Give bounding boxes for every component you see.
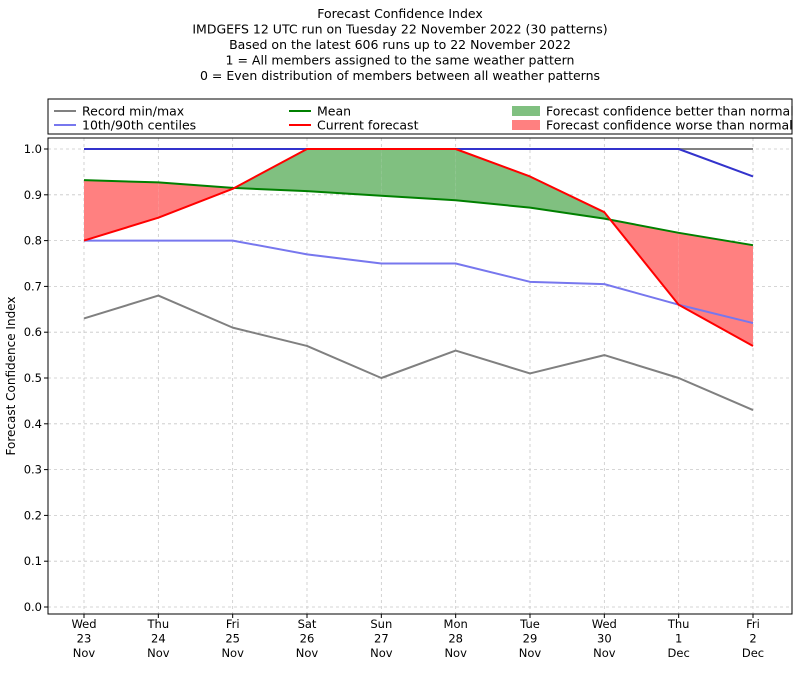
x-tick-label-8-0: Thu [667, 617, 690, 631]
legend-record-label: Record min/max [82, 104, 184, 119]
y-tick-label-0: 0.0 [24, 600, 42, 614]
y-axis-label: Forecast Confidence Index [4, 297, 18, 456]
y-tick-label-6: 0.6 [24, 325, 42, 339]
series-record-min [83, 294, 754, 411]
x-tick-label-8-1: 1 [675, 632, 682, 646]
x-tick-label-2-2: Nov [221, 646, 244, 660]
title-line-1: Forecast Confidence Index [317, 6, 483, 21]
legend-better-label: Forecast confidence better than normal [546, 104, 794, 119]
x-tick-label-9-1: 2 [749, 632, 756, 646]
x-tick-label-3-0: Sat [298, 617, 317, 631]
x-tick-label-7-1: 30 [597, 632, 612, 646]
x-tick-label-5-0: Mon [444, 617, 468, 631]
fill-segment-1 [158, 182, 233, 218]
x-tick-label-7-0: Wed [592, 617, 617, 631]
x-tick-label-0-0: Wed [71, 617, 96, 631]
title-line-4: 1 = All members assigned to the same wea… [226, 53, 575, 68]
title-line-5: 0 = Even distribution of members between… [200, 68, 600, 83]
y-tick-label-10: 1.0 [24, 142, 42, 156]
legend-better-swatch [512, 106, 540, 116]
x-tick-label-0-2: Nov [73, 646, 96, 660]
x-tick-label-4-1: 27 [374, 632, 389, 646]
y-tick-label-8: 0.8 [24, 234, 42, 248]
legend-worse-swatch [512, 120, 540, 130]
x-tick-label-5-1: 28 [448, 632, 463, 646]
x-tick-label-4-2: Nov [370, 646, 393, 660]
y-tick-label-2: 0.2 [24, 508, 42, 522]
x-tick-label-9-2: Dec [742, 646, 764, 660]
legend-worse-label: Forecast confidence worse than normal [546, 118, 793, 133]
x-tick-label-1-2: Nov [147, 646, 170, 660]
x-tick-label-1-1: 24 [151, 632, 166, 646]
title-line-2: IMDGEFS 12 UTC run on Tuesday 22 Novembe… [192, 22, 607, 37]
series-mean [83, 179, 754, 247]
fill-segment-6 [455, 149, 530, 208]
fill-segment-5 [381, 149, 456, 201]
axes: 0.00.10.20.30.40.50.60.70.80.91.0Wed23No… [4, 137, 793, 660]
x-tick-label-0-1: 23 [77, 632, 92, 646]
title-line-3: Based on the latest 606 runs up to 22 No… [229, 37, 571, 52]
x-tick-label-8-2: Dec [668, 646, 690, 660]
y-tick-label-7: 0.7 [24, 279, 42, 293]
x-tick-label-6-0: Tue [519, 617, 540, 631]
y-tick-label-4: 0.4 [24, 417, 42, 431]
x-tick-label-2-0: Fri [226, 617, 240, 631]
fill-segment-10 [678, 232, 753, 346]
plot-frame [47, 137, 793, 615]
x-tick-label-3-1: 26 [300, 632, 315, 646]
fill-segment-0 [84, 180, 159, 241]
legend-centiles-label: 10th/90th centiles [82, 118, 196, 133]
legend-current-label: Current forecast [317, 118, 419, 133]
x-tick-label-6-2: Nov [519, 646, 542, 660]
y-tick-label-5: 0.5 [24, 371, 42, 385]
series-p10 [84, 239, 754, 325]
x-tick-label-7-2: Nov [593, 646, 616, 660]
x-tick-label-1-0: Thu [147, 617, 170, 631]
legend-box [47, 98, 793, 135]
series-current [83, 148, 754, 347]
series-lines [83, 148, 754, 411]
x-tick-label-4-0: Sun [370, 617, 392, 631]
x-tick-label-9-0: Fri [746, 617, 760, 631]
x-tick-label-6-1: 29 [523, 632, 538, 646]
x-tick-label-3-2: Nov [296, 646, 319, 660]
y-tick-label-1: 0.1 [24, 554, 42, 568]
x-tick-label-5-2: Nov [444, 646, 467, 660]
y-tick-label-9: 0.9 [24, 188, 42, 202]
fill-segment-7 [530, 176, 605, 219]
confidence-fills [84, 149, 753, 346]
fill-segment-4 [307, 149, 382, 196]
x-tick-label-2-1: 25 [225, 632, 240, 646]
y-tick-label-3: 0.3 [24, 463, 42, 477]
legend-mean-label: Mean [317, 104, 351, 119]
